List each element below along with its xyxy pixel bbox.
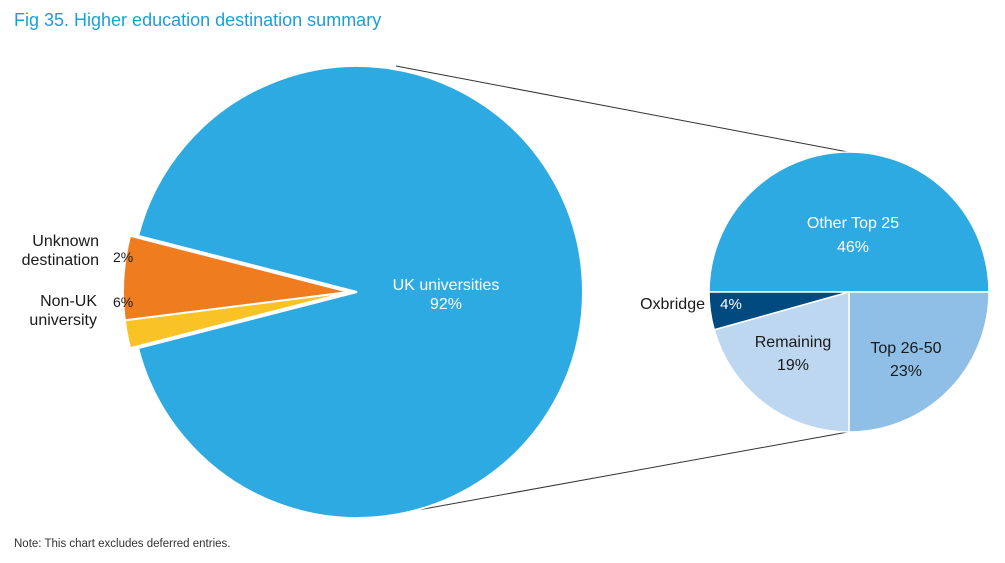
label-other-top-25: Other Top 25 (807, 215, 899, 232)
value-unknown-destination: 2% (113, 249, 133, 265)
breakdown-pie (708, 151, 990, 433)
pie-labels: UK universities 92% Unknown destination 2% No… (22, 215, 942, 380)
connector-lines (395, 65, 849, 515)
value-uk-universities: 92% (430, 296, 462, 313)
chart-title: Fig 35. Higher education destination sum… (14, 10, 382, 30)
label-remaining: Remaining (755, 334, 831, 351)
value-top-26-50: 23% (890, 363, 922, 380)
value-remaining: 19% (777, 357, 809, 374)
connector-line-top (395, 65, 849, 153)
label-unknown-destination: Unknown destination (22, 233, 99, 269)
label-oxbridge: Oxbridge (640, 296, 705, 313)
label-non-uk-university: Non-UK university (29, 293, 97, 329)
pie-slice-non-uk-university (122, 234, 350, 322)
connector-line-bottom (395, 431, 849, 515)
main-pie (122, 65, 584, 519)
value-other-top-25: 46% (837, 239, 869, 256)
pie-slice-top-26-50 (848, 291, 990, 433)
value-oxbridge: 4% (720, 296, 742, 313)
value-non-uk-university: 6% (113, 294, 133, 310)
label-top-26-50: Top 26-50 (870, 340, 941, 357)
label-uk-universities: UK universities (393, 277, 500, 294)
pie-slice-oxbridge (708, 291, 850, 331)
chart-note: Note: This chart excludes deferred entri… (14, 538, 231, 550)
pie-slice-remaining (713, 291, 850, 433)
pie-slice-uk-universities (136, 65, 584, 519)
pie-slice-other-top-25 (708, 151, 990, 293)
